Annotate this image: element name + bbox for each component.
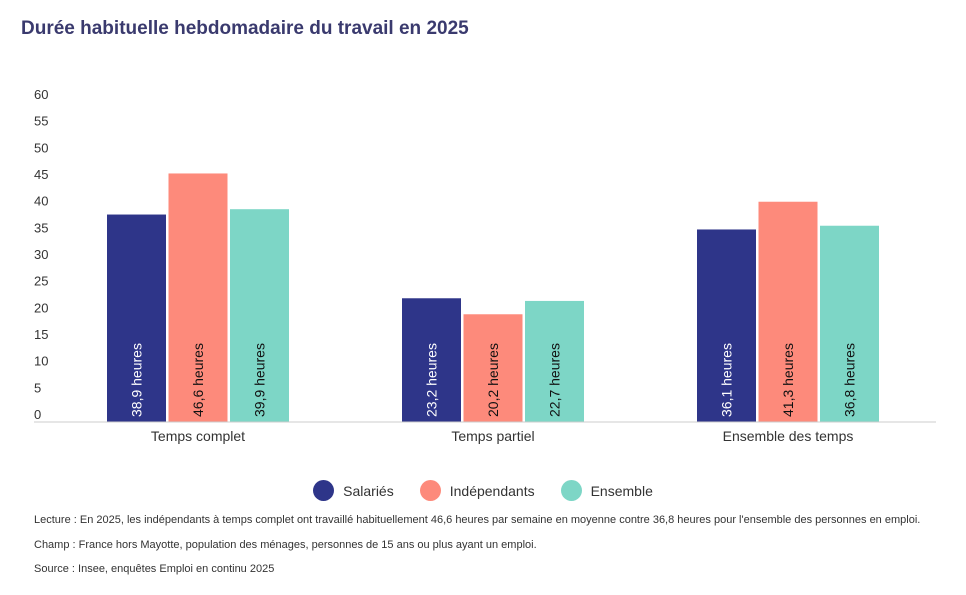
bar — [758, 201, 818, 422]
bar-data-label: 36,1 heures — [719, 343, 735, 417]
bar-data-label: 36,8 heures — [842, 343, 858, 417]
bar — [697, 229, 756, 422]
y-tick-label: 15 — [34, 327, 48, 342]
legend-swatch-ensemble — [560, 480, 582, 501]
note-lecture: Lecture : En 2025, les indépendants à te… — [34, 514, 921, 526]
chart-title: Durée habituelle hebdomadaire du travail… — [21, 18, 469, 39]
y-axis: 0 5 10 15 20 25 30 35 40 45 50 55 60 — [34, 87, 48, 422]
bar-data-label: 39,9 heures — [252, 343, 268, 417]
y-tick-label: 30 — [34, 247, 48, 262]
y-tick-label: 50 — [34, 140, 48, 155]
y-tick-label: 60 — [34, 87, 48, 102]
legend-swatch-independants — [419, 480, 441, 501]
y-tick-label: 20 — [34, 300, 48, 315]
x-tick-label: Temps partiel — [451, 428, 534, 444]
bar-data-label: 41,3 heures — [780, 343, 796, 417]
y-tick-label: 0 — [34, 407, 41, 422]
bar — [820, 225, 879, 422]
y-tick-label: 10 — [34, 354, 48, 369]
legend-swatch-salaries — [313, 480, 335, 501]
y-tick-label: 5 — [34, 380, 41, 395]
bar — [168, 173, 228, 422]
x-tick-label: Ensemble des temps — [723, 428, 854, 444]
x-axis: Temps complet Temps partiel Ensemble des t… — [151, 428, 853, 444]
note-champ: Champ : France hors Mayotte, population … — [34, 539, 537, 551]
y-tick-label: 40 — [34, 194, 48, 209]
bar-chart: 0 5 10 15 20 25 30 35 40 45 50 55 60 38,9 heures 46,6… — [34, 87, 936, 444]
x-tick-label: Temps complet — [151, 428, 245, 444]
legend-item-salaries[interactable]: Salariés — [313, 480, 394, 501]
bar-data-label: 20,2 heures — [485, 343, 501, 417]
bars: 38,9 heures 46,6 heures 39,9 heures 23,2 he… — [107, 173, 879, 422]
bar — [525, 300, 584, 422]
bar — [107, 214, 166, 422]
bar — [463, 314, 523, 422]
bar-data-label: 22,7 heures — [547, 343, 563, 417]
bar-data-label: 46,6 heures — [190, 343, 206, 417]
bar — [402, 298, 461, 422]
bar-data-label: 23,2 heures — [424, 343, 440, 417]
y-tick-label: 25 — [34, 274, 48, 289]
bar — [230, 209, 289, 422]
y-tick-label: 45 — [34, 167, 48, 182]
legend-label-salaries: Salariés — [343, 482, 394, 499]
legend-label-ensemble: Ensemble — [590, 482, 653, 499]
legend-item-ensemble[interactable]: Ensemble — [560, 480, 653, 501]
note-source: Source : Insee, enquêtes Emploi en conti… — [34, 563, 275, 575]
bar-data-label: 38,9 heures — [129, 343, 145, 417]
y-tick-label: 55 — [34, 114, 48, 129]
legend-item-independants[interactable]: Indépendants — [419, 480, 535, 501]
legend: Salariés Indépendants Ensemble — [0, 480, 966, 501]
legend-label-independants: Indépendants — [449, 482, 535, 499]
y-tick-label: 35 — [34, 220, 48, 235]
